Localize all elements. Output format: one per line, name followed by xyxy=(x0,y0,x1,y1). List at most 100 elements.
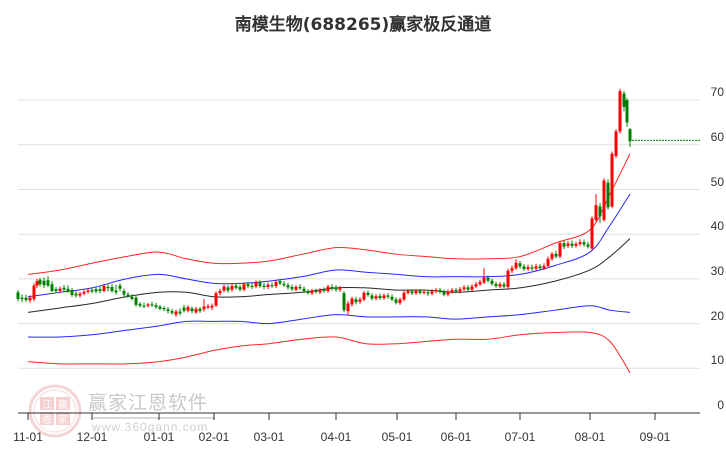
candle xyxy=(66,285,70,293)
candle xyxy=(142,302,146,308)
candle xyxy=(134,295,138,307)
candle xyxy=(114,284,118,295)
candle xyxy=(118,283,122,292)
svg-text:江: 江 xyxy=(42,399,52,411)
candle xyxy=(178,308,182,316)
svg-text:家: 家 xyxy=(58,413,68,426)
candle xyxy=(16,290,20,302)
candle xyxy=(58,286,62,294)
x-tick-label: 04-01 xyxy=(320,430,352,444)
candle xyxy=(542,263,546,270)
candle xyxy=(338,286,342,292)
svg-text:赢: 赢 xyxy=(58,398,68,411)
candle xyxy=(258,280,262,288)
candle xyxy=(482,267,486,285)
candle xyxy=(74,291,78,298)
upper-outer-band-line xyxy=(27,153,631,275)
candle xyxy=(46,276,50,287)
candle xyxy=(270,282,274,288)
candle xyxy=(414,289,418,295)
candle xyxy=(230,283,234,292)
candle xyxy=(618,88,622,134)
candle xyxy=(382,293,386,300)
candle xyxy=(206,303,210,310)
candle xyxy=(154,303,158,309)
candle xyxy=(410,289,414,295)
candle xyxy=(558,240,562,259)
y-tick-label: 70 xyxy=(710,85,724,100)
candle xyxy=(622,91,626,112)
candle xyxy=(578,239,582,247)
candle xyxy=(162,306,166,312)
candle xyxy=(486,275,490,283)
candle xyxy=(222,284,226,293)
candle xyxy=(290,284,294,291)
candle xyxy=(35,278,39,288)
candle xyxy=(442,289,446,297)
candle xyxy=(506,268,510,289)
candle xyxy=(350,296,354,307)
candle xyxy=(182,304,186,313)
candle xyxy=(246,282,250,289)
y-tick-label: 10 xyxy=(710,353,724,368)
candle xyxy=(334,285,338,292)
candle xyxy=(430,289,434,296)
candle xyxy=(450,287,454,294)
grid-lines xyxy=(18,99,700,369)
candle xyxy=(306,289,310,295)
candle xyxy=(470,284,474,292)
x-tick-label: 08-01 xyxy=(574,430,606,444)
candle xyxy=(434,287,438,294)
candle xyxy=(54,286,58,294)
candle xyxy=(122,288,126,297)
candle xyxy=(502,282,506,289)
y-tick-label: 30 xyxy=(710,263,724,278)
candle xyxy=(82,290,86,296)
candle xyxy=(310,288,314,295)
candle xyxy=(490,278,494,286)
candle xyxy=(370,293,374,301)
candle xyxy=(574,241,578,248)
svg-text:恩: 恩 xyxy=(42,414,52,426)
candle xyxy=(582,239,586,247)
x-tick-label: 01-01 xyxy=(143,430,175,444)
x-tick-label: 03-01 xyxy=(253,430,285,444)
candle xyxy=(90,287,94,294)
candle xyxy=(234,282,238,290)
candle xyxy=(422,289,426,295)
candle xyxy=(28,295,32,303)
y-tick-label: 50 xyxy=(710,174,724,189)
candle xyxy=(250,282,254,290)
candle xyxy=(610,151,614,209)
candle xyxy=(110,284,114,293)
candle xyxy=(566,240,570,249)
watermark-logo-icon: 江 赢 恩 家 xyxy=(28,384,82,438)
x-tick-label: 06-01 xyxy=(440,430,472,444)
candle xyxy=(426,290,430,296)
candle xyxy=(314,288,318,294)
candle xyxy=(418,289,422,295)
candle xyxy=(606,179,610,210)
candle xyxy=(478,279,482,287)
candle xyxy=(498,282,502,289)
candle xyxy=(374,294,378,301)
lower-outer-band-line xyxy=(27,331,631,374)
candle xyxy=(594,193,598,222)
candle xyxy=(24,294,28,303)
candle xyxy=(62,285,66,293)
candle xyxy=(298,284,302,291)
candle xyxy=(226,285,230,293)
candle xyxy=(174,309,178,317)
chart-title: 南模生物(688265)赢家极反通道 xyxy=(234,15,492,35)
candlesticks xyxy=(16,88,632,317)
candle xyxy=(42,277,46,288)
candle xyxy=(514,259,518,270)
candle xyxy=(94,286,98,294)
y-tick-label: 20 xyxy=(710,308,724,323)
candle xyxy=(218,288,222,296)
candle xyxy=(102,284,106,293)
candle xyxy=(386,293,390,300)
candle xyxy=(534,263,538,271)
candle xyxy=(106,284,110,292)
candle xyxy=(614,129,618,159)
